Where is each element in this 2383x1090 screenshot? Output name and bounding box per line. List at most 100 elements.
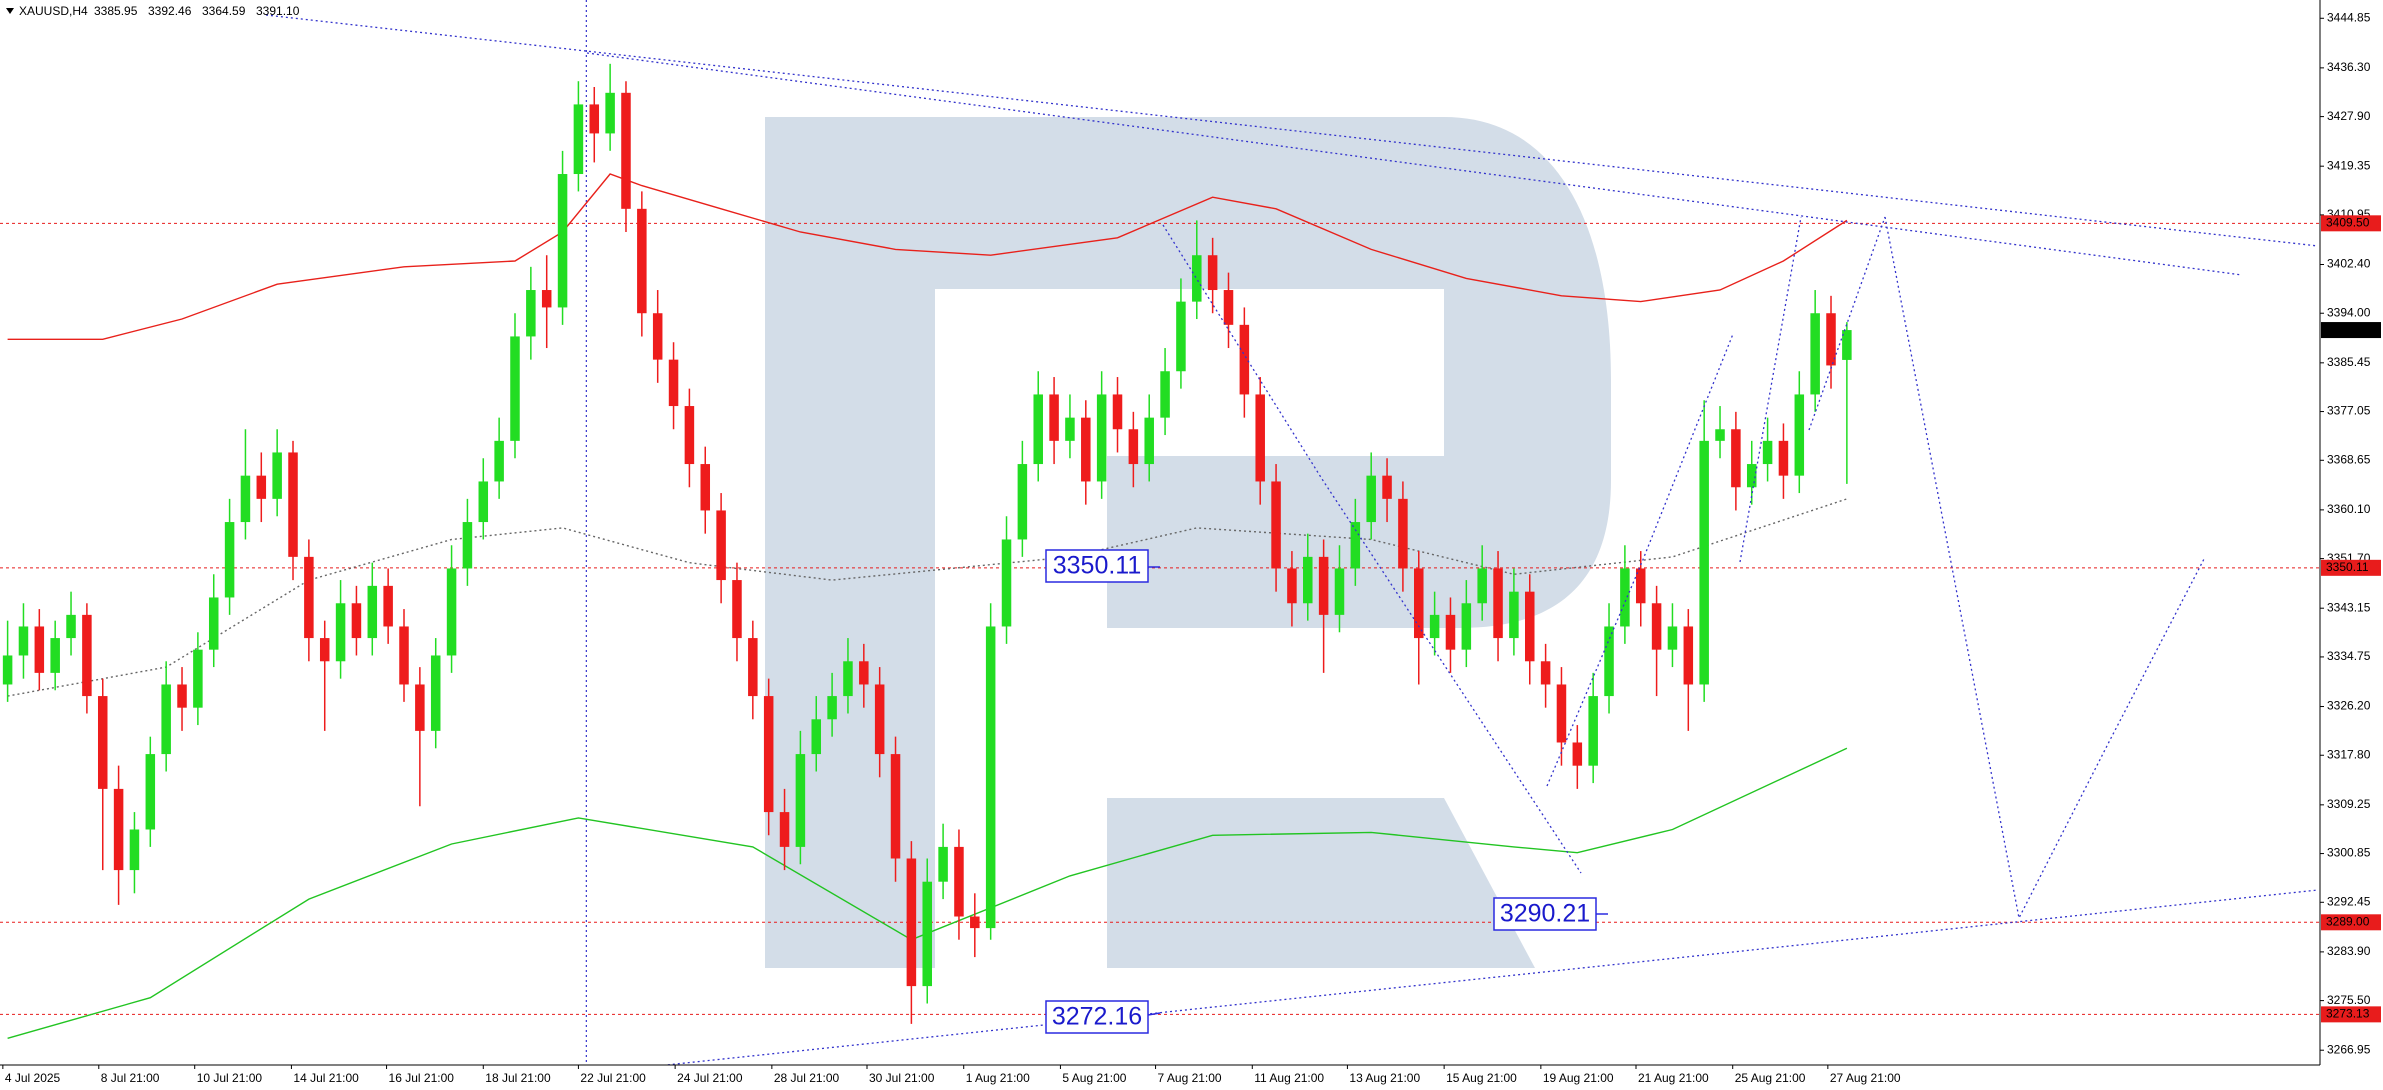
candle-body — [256, 475, 267, 499]
watermark — [765, 117, 1611, 968]
candle-body — [1350, 522, 1361, 569]
candle-body — [1255, 394, 1265, 482]
x-tick-label: 8 Jul 21:00 — [101, 1071, 160, 1085]
candle-body — [1445, 614, 1456, 650]
candle-body — [1683, 626, 1694, 685]
candle-body — [1588, 696, 1598, 766]
header-arrow — [6, 8, 14, 14]
candle-body — [779, 812, 790, 847]
candle-body — [557, 174, 568, 308]
candle-body — [954, 846, 964, 917]
y-tick-label: 3436.30 — [2327, 60, 2371, 74]
candle-body — [1239, 324, 1250, 395]
y-tick-label: 3266.95 — [2327, 1042, 2371, 1056]
candle-body — [2, 655, 13, 685]
candle-body — [1715, 429, 1725, 441]
y-tick-label: 3283.90 — [2327, 944, 2371, 958]
trend-line — [265, 14, 2319, 247]
candle-body — [938, 846, 948, 882]
candle-body — [1461, 603, 1472, 650]
candle-body — [827, 696, 837, 720]
header-value: 3385.95 — [94, 4, 138, 18]
candle-body — [177, 684, 187, 708]
candle-body — [890, 754, 901, 859]
candle-body — [716, 510, 726, 581]
x-tick-label: 1 Aug 21:00 — [966, 1071, 1030, 1085]
candle-body — [668, 359, 679, 407]
candle-body — [1620, 568, 1630, 627]
candle-body — [304, 556, 314, 639]
level-label-bg — [2321, 559, 2381, 576]
candle-body — [811, 719, 822, 755]
watermark-bowl — [935, 117, 1611, 628]
candle-body — [1604, 626, 1614, 697]
candle-body — [1398, 498, 1408, 569]
candle-body — [430, 655, 441, 731]
x-tick-label: 22 Jul 21:00 — [580, 1071, 646, 1085]
candle-body — [415, 684, 425, 731]
y-tick-label: 3377.05 — [2327, 404, 2371, 418]
candle-body — [1731, 429, 1741, 488]
candle-body — [1017, 464, 1028, 540]
candle-body — [1271, 481, 1281, 569]
annotation: 3350.11 — [1053, 552, 1142, 580]
candle-body — [224, 522, 235, 598]
annotation: 3272.16 — [1052, 1003, 1142, 1031]
trend-line — [637, 889, 2319, 1069]
analysis-overlay: 3350.11 3290.21 3272.16 — [265, 14, 2319, 1069]
level-label-bg — [2321, 215, 2381, 232]
x-tick-label: 4 Jul 2025 — [5, 1071, 61, 1085]
candle-body — [1414, 568, 1424, 639]
candle-body — [1556, 684, 1567, 743]
candle-body — [1033, 394, 1043, 465]
candle-body — [272, 452, 282, 499]
symbol: XAUUSD,H4 — [19, 4, 88, 18]
candle-body — [541, 290, 552, 308]
x-tick-label: 27 Aug 21:00 — [1830, 1071, 1901, 1085]
candle-body — [684, 406, 695, 465]
wave-line — [1546, 333, 1734, 787]
y-tick-label: 3300.85 — [2327, 846, 2371, 860]
annotation-connector — [1147, 1012, 1161, 1016]
header: XAUUSD,H4 3385.95 3392.46 3364.59 3391.1… — [6, 4, 300, 18]
candle-body — [1318, 556, 1329, 615]
y-tick-label: 3444.85 — [2327, 10, 2371, 24]
candle-body — [1493, 568, 1503, 639]
candle-body — [859, 661, 869, 685]
x-tick-label: 30 Jul 21:00 — [869, 1071, 935, 1085]
y-tick-label: 3427.90 — [2327, 109, 2371, 123]
time-axis-bg — [0, 1065, 2383, 1090]
plot-area — [0, 0, 2320, 1065]
candle-body — [906, 858, 917, 987]
candle-body — [621, 92, 631, 209]
candle-body — [1001, 539, 1012, 627]
y-tick-label: 3275.50 — [2327, 993, 2371, 1007]
candle-body — [367, 585, 378, 639]
candle-body — [1303, 556, 1313, 604]
x-tick-label: 18 Jul 21:00 — [485, 1071, 551, 1085]
candle-body — [1477, 568, 1487, 604]
candle-body — [1334, 568, 1345, 615]
candle-body — [335, 603, 346, 662]
x-tick-label: 11 Aug 21:00 — [1254, 1071, 1324, 1085]
candle-body — [700, 464, 711, 511]
watermark-leg — [1107, 798, 1535, 968]
level-label-bg — [2321, 914, 2381, 931]
y-tick-label: 3334.75 — [2327, 649, 2371, 663]
y-tick-label: 3309.25 — [2327, 797, 2371, 811]
header-value: 3392.46 — [148, 4, 192, 18]
candle-body — [1842, 330, 1852, 360]
y-tick-label: 3317.80 — [2327, 747, 2371, 761]
x-tick-label: 25 Aug 21:00 — [1735, 1071, 1806, 1085]
candle-body — [34, 626, 45, 673]
moving-average — [7, 173, 1848, 340]
candle-body — [1810, 313, 1820, 395]
current-price-bg — [2321, 322, 2381, 339]
candle-body — [605, 92, 615, 134]
candle-body — [208, 597, 219, 650]
y-tick-label: 3326.20 — [2327, 699, 2371, 713]
level-label-bg — [2321, 1006, 2381, 1023]
x-tick-label: 24 Jul 21:00 — [677, 1071, 743, 1085]
